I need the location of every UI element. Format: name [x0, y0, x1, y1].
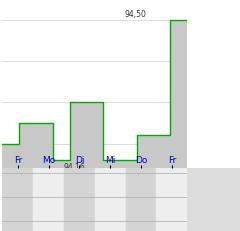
Bar: [64, 169, 95, 231]
Bar: [126, 169, 156, 231]
Bar: [33, 169, 64, 231]
Bar: [2, 169, 33, 231]
Bar: [156, 169, 187, 231]
Text: 94,50: 94,50: [124, 10, 146, 19]
Text: 94,16: 94,16: [64, 162, 86, 171]
Bar: [95, 169, 126, 231]
